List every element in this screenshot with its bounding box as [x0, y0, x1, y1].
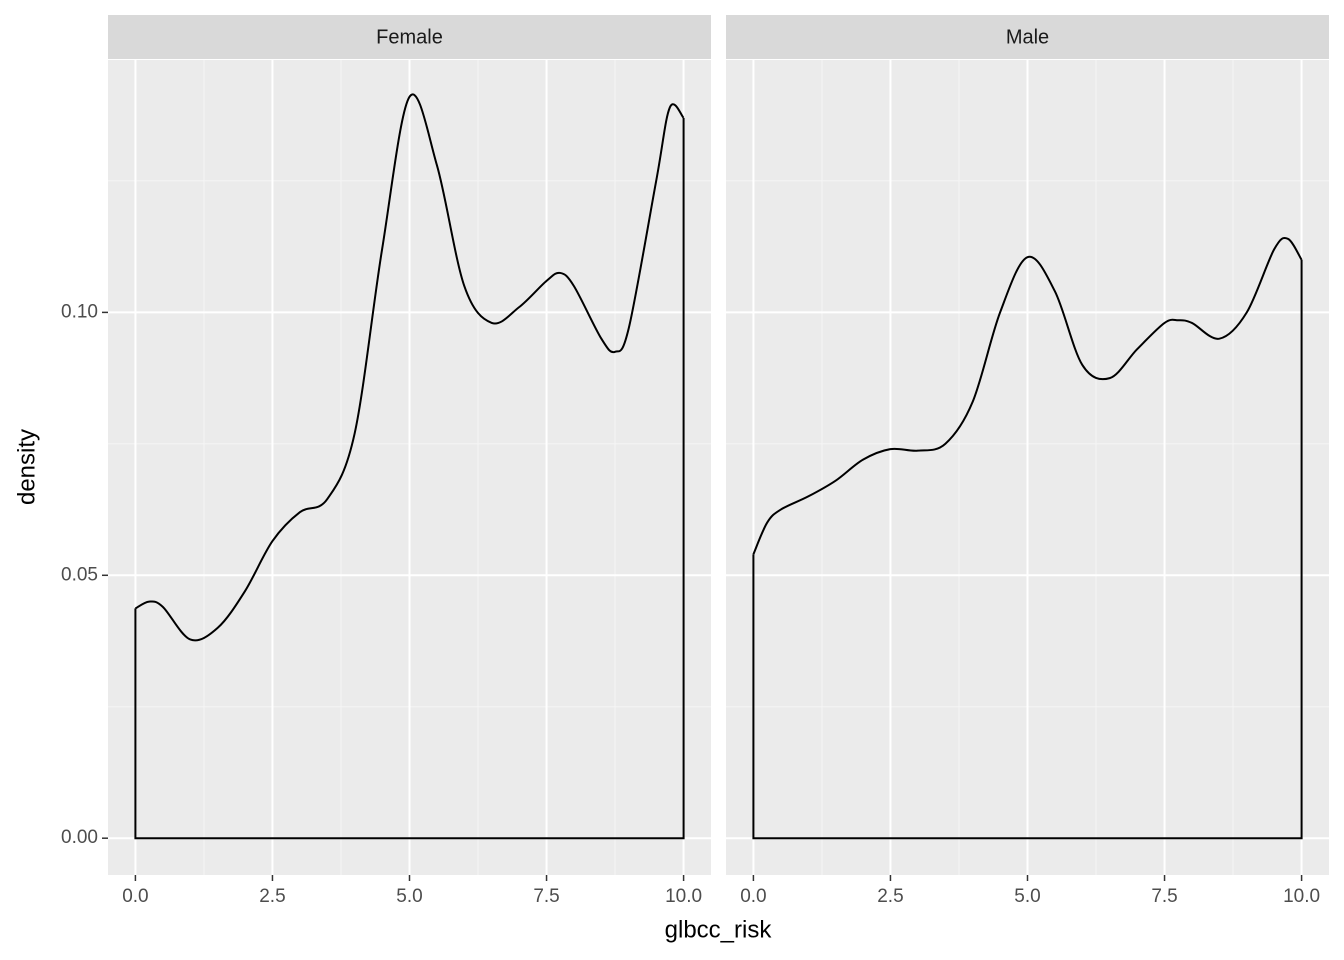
strip-label: Male — [1006, 26, 1049, 48]
x-tick-label: 10.0 — [665, 886, 702, 907]
x-axis-title: glbcc_risk — [665, 916, 773, 943]
x-tick-label: 10.0 — [1283, 886, 1320, 907]
x-tick-label: 7.5 — [533, 886, 559, 907]
x-tick-label: 0.0 — [740, 886, 766, 907]
density-outline — [752, 259, 1303, 840]
x-tick-label: 7.5 — [1151, 886, 1177, 907]
x-tick-label: 2.5 — [259, 886, 285, 907]
y-tick-label: 0.05 — [61, 564, 98, 585]
density-outline — [134, 117, 685, 840]
strip-label: Female — [376, 26, 443, 48]
x-tick-label: 0.0 — [122, 886, 148, 907]
y-tick-label: 0.00 — [61, 827, 98, 848]
y-tick-label: 0.10 — [61, 301, 98, 322]
strip — [726, 15, 1329, 59]
x-tick-label: 5.0 — [396, 886, 422, 907]
density-line — [134, 93, 685, 642]
y-axis-title: density — [13, 429, 40, 505]
x-tick-label: 5.0 — [1014, 886, 1040, 907]
x-tick-label: 2.5 — [877, 886, 903, 907]
density-line — [752, 236, 1303, 555]
strip — [108, 15, 711, 59]
